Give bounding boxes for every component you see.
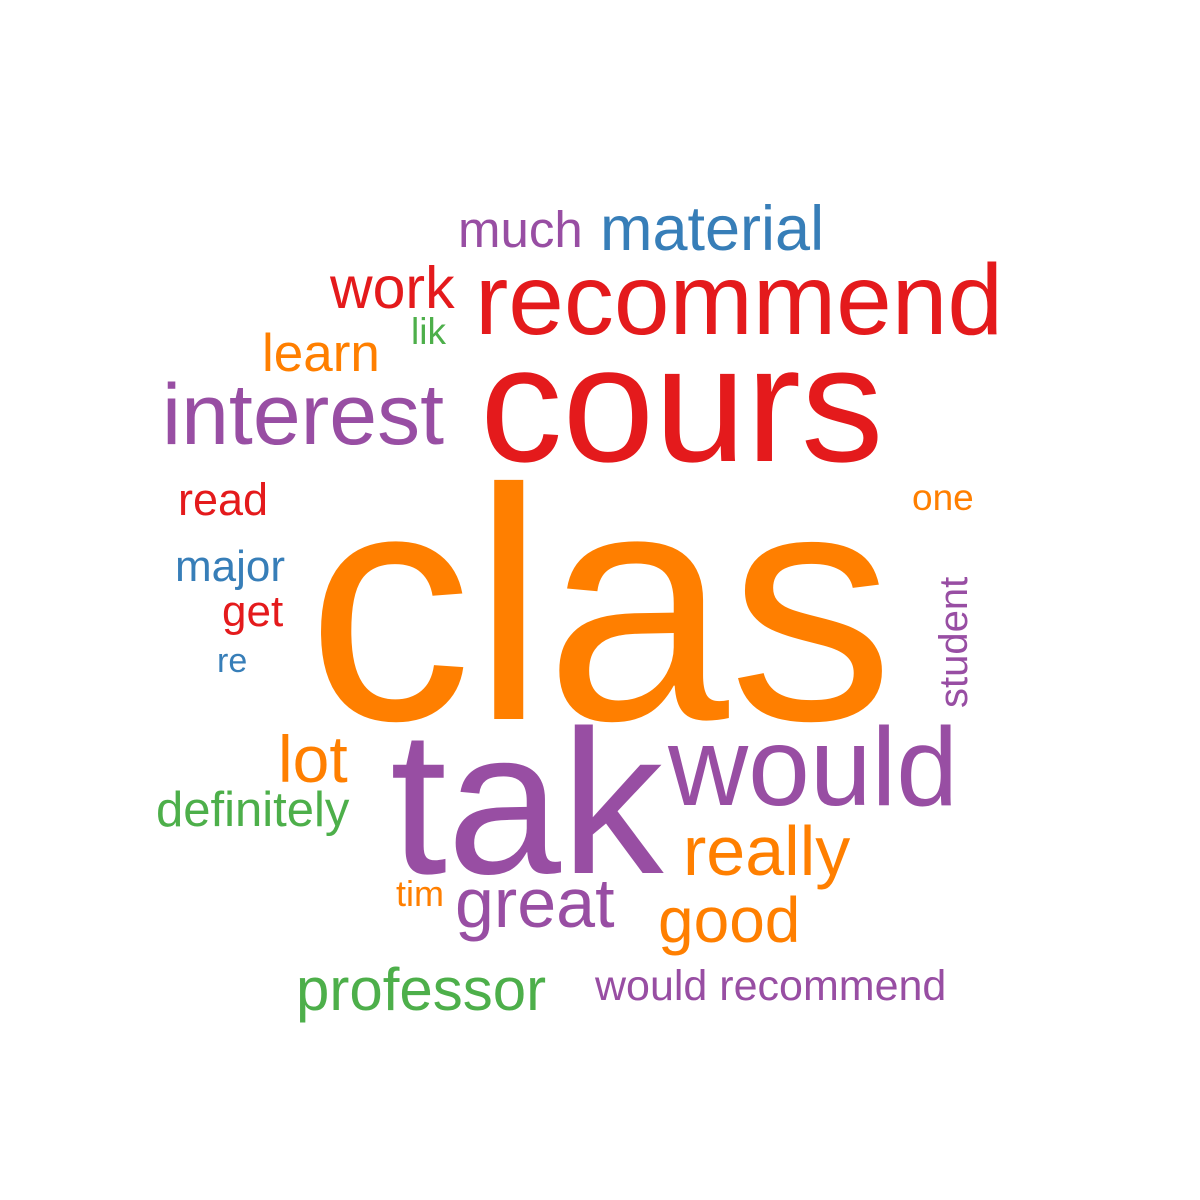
word-definitely: definitely — [156, 783, 350, 837]
word-good: good — [658, 884, 801, 956]
word-re: re — [217, 642, 248, 680]
word-material: material — [600, 194, 825, 264]
word-learn: learn — [262, 324, 380, 383]
word-tak: tak — [390, 688, 664, 917]
word-great: great — [455, 864, 615, 942]
word-cours: cours — [480, 312, 884, 496]
word-would-recommend: would recommend — [595, 962, 947, 1010]
word-get: get — [222, 587, 284, 636]
word-major: major — [175, 542, 286, 591]
word-read: read — [178, 474, 269, 525]
word-really: really — [683, 812, 851, 890]
word-would: would — [668, 705, 959, 829]
word-tim: tim — [396, 873, 444, 914]
word-work: work — [330, 255, 455, 321]
word-much: much — [458, 201, 583, 258]
word-lot: lot — [278, 722, 348, 796]
word-recommend: recommend — [475, 244, 1003, 356]
word-interest: interest — [162, 367, 445, 463]
word-clas: clas — [307, 420, 894, 789]
word-one: one — [912, 477, 974, 518]
word-professor: professor — [296, 956, 547, 1023]
word-lik: lik — [411, 311, 446, 352]
word-student: student — [932, 576, 976, 708]
